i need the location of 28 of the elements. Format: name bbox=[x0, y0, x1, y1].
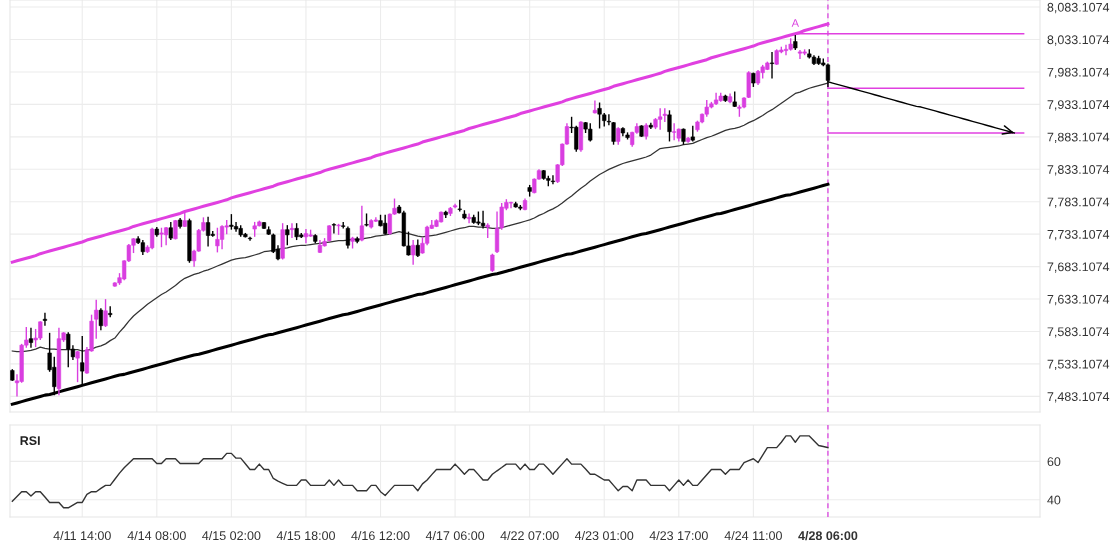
y-tick-label: 7,633.1074 bbox=[1047, 294, 1110, 306]
x-tick-label: 4/23 01:00 bbox=[574, 530, 634, 541]
y-tick-label: 8,033.1074 bbox=[1047, 35, 1110, 46]
y-tick-label: 7,683.1074 bbox=[1047, 262, 1110, 273]
x-tick-label: 4/15 18:00 bbox=[276, 530, 336, 541]
x-tick-label: 4/22 07:00 bbox=[500, 530, 559, 541]
y-tick-label: 7,583.1074 bbox=[1047, 327, 1110, 338]
x-tick-label: 4/14 08:00 bbox=[127, 530, 186, 541]
y-tick-label: 7,933.1074 bbox=[1047, 100, 1110, 111]
x-tick-label: 4/17 06:00 bbox=[425, 530, 485, 541]
y-tick-label: 7,983.1074 bbox=[1047, 67, 1110, 79]
y-tick-label: 40 bbox=[1047, 495, 1061, 505]
x-tick-label: 4/24 11:00 bbox=[724, 530, 782, 541]
x-tick-label: 4/16 12:00 bbox=[351, 530, 410, 541]
y-tick-label: 7,483.1074 bbox=[1047, 392, 1110, 403]
y-tick-label: 7,833.1074 bbox=[1047, 165, 1110, 176]
y-tick-label: 8,083.1074 bbox=[1047, 2, 1110, 14]
y-tick-label: 7,783.1074 bbox=[1047, 197, 1110, 208]
annotation: A bbox=[791, 19, 799, 27]
y-tick-label: 7,883.1074 bbox=[1047, 132, 1110, 143]
x-tick-label: 4/28 06:00 bbox=[798, 530, 858, 541]
text: RSI bbox=[20, 436, 40, 446]
x-tick-label: 4/15 02:00 bbox=[202, 530, 261, 541]
y-tick-label: 7,733.1074 bbox=[1047, 229, 1110, 241]
y-tick-label: 60 bbox=[1047, 457, 1061, 467]
x-tick-label: 4/23 17:00 bbox=[649, 530, 708, 541]
x-tick-label: 4/11 14:00 bbox=[53, 530, 111, 541]
y-tick-label: 7,533.1074 bbox=[1047, 359, 1110, 371]
